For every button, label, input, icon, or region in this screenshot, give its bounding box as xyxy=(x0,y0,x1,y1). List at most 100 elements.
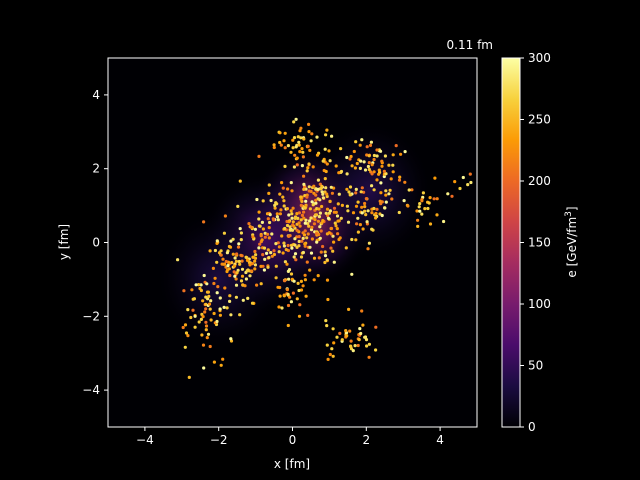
particle-point xyxy=(345,334,349,338)
colorbar-tick-label: 200 xyxy=(528,174,551,188)
particle-point xyxy=(272,145,276,150)
particle-point xyxy=(336,232,340,236)
particle-point xyxy=(361,227,365,231)
particle-point xyxy=(330,191,334,195)
particle-point xyxy=(213,276,217,280)
y-tick-label: −4 xyxy=(82,383,100,397)
particle-point xyxy=(363,335,368,339)
particle-point xyxy=(370,211,374,215)
particle-point xyxy=(321,159,325,163)
particle-point xyxy=(290,246,294,250)
particle-point xyxy=(338,236,342,240)
particle-point xyxy=(308,268,312,272)
particle-point xyxy=(294,117,298,121)
particle-point xyxy=(273,203,277,207)
particle-point xyxy=(417,205,421,209)
particle-point xyxy=(244,255,248,259)
particle-point xyxy=(240,267,245,271)
particle-point xyxy=(245,258,250,262)
particle-point xyxy=(307,130,311,134)
particle-points xyxy=(176,117,473,379)
particle-point xyxy=(331,327,335,331)
particle-point xyxy=(222,262,226,266)
particle-point xyxy=(320,221,324,225)
particle-point xyxy=(204,307,208,311)
particle-point xyxy=(295,163,299,167)
particle-point xyxy=(301,231,305,235)
particle-point xyxy=(282,244,286,248)
x-tick-label: 2 xyxy=(362,433,370,447)
particle-point xyxy=(304,294,308,298)
particle-point xyxy=(334,210,338,214)
particle-point xyxy=(397,178,402,182)
particle-point xyxy=(358,223,362,227)
particle-point xyxy=(391,170,395,174)
particle-point xyxy=(289,209,293,213)
colorbar-tick-label: 100 xyxy=(528,297,551,311)
particle-point xyxy=(316,274,320,278)
particle-point xyxy=(315,135,319,139)
particle-point xyxy=(348,185,353,189)
particle-point xyxy=(418,209,422,213)
particle-point xyxy=(216,285,220,289)
particle-point xyxy=(259,282,263,286)
particle-point xyxy=(200,333,204,337)
particle-point xyxy=(266,265,270,269)
particle-point xyxy=(201,299,205,303)
particle-point xyxy=(205,290,210,294)
particle-point xyxy=(358,143,362,147)
particle-point xyxy=(351,211,356,215)
particle-point xyxy=(239,231,243,235)
particle-point xyxy=(288,228,292,232)
particle-point xyxy=(231,252,235,256)
particle-point xyxy=(274,242,278,246)
particle-point xyxy=(382,169,386,173)
particle-point xyxy=(238,227,242,231)
particle-point xyxy=(281,186,285,190)
particle-point xyxy=(213,248,217,253)
particle-point xyxy=(223,214,227,218)
particle-point xyxy=(304,218,308,222)
particle-point xyxy=(187,375,191,379)
particle-point xyxy=(391,153,395,157)
particle-point xyxy=(227,267,231,271)
particle-point xyxy=(257,224,261,228)
particle-point xyxy=(345,155,349,160)
particle-point xyxy=(274,201,278,205)
particle-point xyxy=(186,308,190,312)
particle-point xyxy=(406,204,410,208)
particle-point xyxy=(297,140,301,144)
particle-point xyxy=(357,338,361,342)
particle-point xyxy=(356,216,360,220)
particle-point xyxy=(261,253,265,257)
particle-point xyxy=(309,251,314,255)
particle-point xyxy=(253,227,257,231)
particle-point xyxy=(416,218,420,222)
particle-point xyxy=(302,185,307,189)
particle-point xyxy=(427,201,431,205)
particle-point xyxy=(335,335,339,339)
particle-point xyxy=(394,144,398,148)
particle-point xyxy=(420,212,424,216)
particle-point xyxy=(307,224,311,228)
particle-point xyxy=(257,246,261,250)
particle-point xyxy=(272,143,276,147)
particle-point xyxy=(375,178,379,182)
particle-point xyxy=(292,255,296,259)
y-tick-label: 2 xyxy=(92,162,100,176)
particle-point xyxy=(332,260,336,264)
particle-point xyxy=(326,357,330,361)
time-label: 0.11 fm xyxy=(447,38,493,52)
particle-point xyxy=(267,226,271,230)
particle-point xyxy=(234,283,239,287)
particle-point xyxy=(253,259,257,263)
particle-point xyxy=(274,276,278,280)
particle-point xyxy=(204,328,208,332)
particle-point xyxy=(238,313,242,317)
particle-point xyxy=(435,213,439,217)
particle-point xyxy=(303,206,307,210)
particle-point xyxy=(212,311,216,316)
particle-point xyxy=(241,283,245,287)
particle-point xyxy=(202,220,206,224)
particle-point xyxy=(348,157,352,161)
